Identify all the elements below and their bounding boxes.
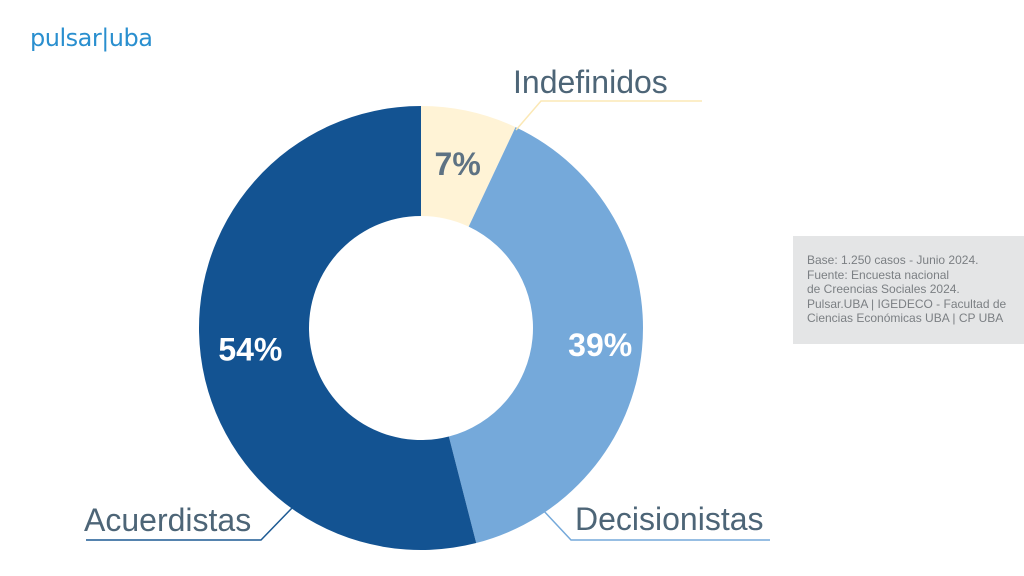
leader-line-decisionistas xyxy=(541,508,770,541)
source-line-4: Pulsar.UBA | IGEDECO - Facultad de xyxy=(807,296,1007,311)
source-note: Base: 1.250 casos - Junio 2024. Fuente: … xyxy=(793,236,1024,344)
source-line-1: Base: 1.250 casos - Junio 2024. xyxy=(807,253,979,267)
leader-line-indefinidos xyxy=(515,100,702,131)
category-label-acuerdistas: Acuerdistas xyxy=(84,502,251,538)
slice-decisionistas xyxy=(448,127,644,544)
value-label-decisionistas: 39% xyxy=(568,327,632,363)
slice-acuerdistas xyxy=(199,106,477,551)
slice-indefinidos xyxy=(421,106,516,227)
category-labels-group: Indefinidos Decisionistas Acuerdistas xyxy=(84,64,764,538)
pulsar-uba-logo: pulsar|uba xyxy=(30,24,153,52)
logo-text-right: uba xyxy=(108,24,153,52)
source-line-2: Fuente: Encuesta nacional xyxy=(807,267,950,282)
category-label-decisionistas: Decisionistas xyxy=(575,501,764,537)
category-label-indefinidos: Indefinidos xyxy=(513,64,668,100)
slices-group xyxy=(199,106,644,551)
value-label-indefinidos: 7% xyxy=(435,146,481,182)
leader-line-acuerdistas xyxy=(86,507,293,541)
value-labels-group: 7% 39% 54% xyxy=(218,146,632,368)
logo-text-left: pulsar xyxy=(30,24,102,52)
leader-lines-group xyxy=(86,100,770,541)
source-line-5: Ciencias Económicas UBA | CP UBA xyxy=(807,311,1004,326)
logo-separator: | xyxy=(101,24,109,52)
value-label-acuerdistas: 54% xyxy=(218,332,282,368)
source-line-3: de Creencias Sociales 2024. xyxy=(807,282,960,297)
